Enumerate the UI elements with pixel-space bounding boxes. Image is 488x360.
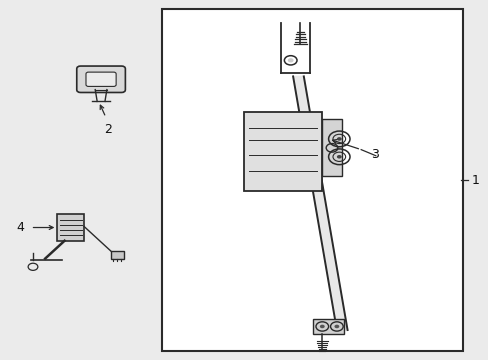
Bar bbox=[244, 112, 322, 191]
Bar bbox=[57, 214, 84, 241]
Text: 4: 4 bbox=[16, 221, 24, 234]
Circle shape bbox=[287, 58, 293, 63]
Bar bbox=[111, 251, 124, 258]
FancyBboxPatch shape bbox=[86, 72, 116, 86]
Text: 2: 2 bbox=[104, 123, 112, 136]
FancyBboxPatch shape bbox=[77, 66, 125, 93]
Circle shape bbox=[319, 325, 324, 328]
Text: 1: 1 bbox=[471, 174, 479, 186]
Polygon shape bbox=[292, 76, 347, 330]
Circle shape bbox=[334, 325, 339, 328]
Circle shape bbox=[336, 155, 341, 158]
Text: 3: 3 bbox=[370, 148, 378, 162]
Circle shape bbox=[336, 137, 341, 141]
Bar bbox=[322, 119, 341, 176]
Bar bbox=[312, 319, 344, 334]
Bar bbox=[162, 9, 462, 351]
